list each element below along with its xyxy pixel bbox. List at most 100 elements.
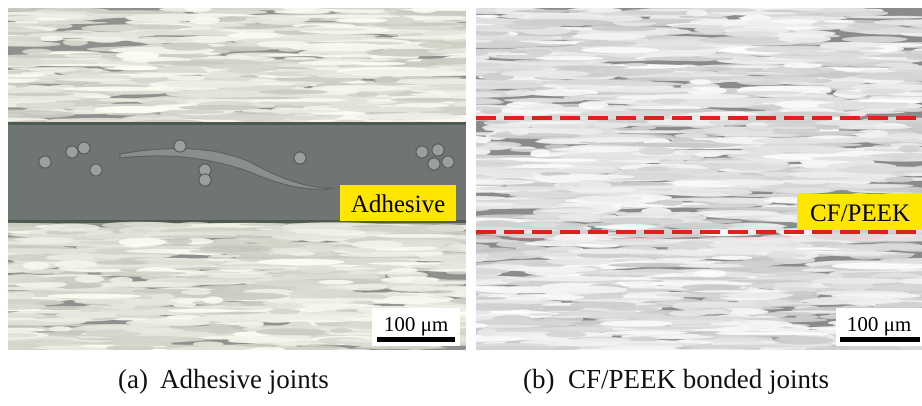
fiber	[256, 328, 326, 335]
fiber	[201, 72, 241, 78]
fiber	[139, 73, 213, 75]
fiber	[412, 6, 438, 13]
fiber	[767, 272, 829, 279]
fiber	[197, 345, 248, 352]
fiber	[328, 227, 360, 230]
fiber	[390, 98, 469, 102]
fiber	[338, 253, 416, 257]
fiber	[110, 277, 133, 283]
fiber	[542, 208, 613, 213]
fiber	[615, 212, 712, 217]
fiber	[706, 134, 800, 137]
fiber	[318, 280, 353, 285]
fiber	[639, 9, 706, 11]
fiber	[854, 130, 888, 138]
fiber	[516, 121, 584, 124]
micrographs: Adhesive CF/PEEK 100 μm 100 μm	[0, 0, 922, 360]
fiber	[728, 164, 771, 171]
fiber	[351, 241, 403, 249]
fiber	[216, 16, 246, 21]
caption-tag: (b)	[523, 364, 554, 394]
fiber	[46, 294, 141, 299]
scale-bar	[840, 337, 920, 342]
fiber	[613, 272, 666, 275]
fiber	[624, 63, 647, 67]
fiber	[239, 223, 283, 226]
fiber	[860, 88, 906, 93]
fiber	[203, 297, 223, 304]
fiber	[29, 67, 78, 72]
fiber	[576, 137, 654, 142]
fiber	[256, 41, 310, 48]
fiber	[816, 102, 911, 109]
fiber	[411, 93, 483, 97]
fiber	[673, 190, 726, 193]
fiber	[382, 350, 473, 353]
fiber	[207, 274, 272, 278]
fiber	[149, 235, 257, 238]
fiber	[181, 290, 211, 295]
fiber	[319, 7, 426, 10]
fiber	[0, 333, 38, 338]
fiber	[600, 321, 673, 327]
fiber	[584, 147, 621, 153]
fiber	[662, 223, 733, 229]
fiber	[289, 290, 364, 296]
fiber	[318, 87, 359, 95]
fiber	[163, 42, 212, 50]
fiber	[733, 91, 803, 95]
fiber	[899, 145, 919, 153]
fiber	[666, 325, 739, 328]
fiber	[580, 111, 637, 117]
fiber	[567, 248, 647, 254]
bubble	[90, 164, 102, 176]
fiber	[48, 85, 76, 88]
fiber	[530, 149, 550, 157]
fiber	[778, 35, 831, 42]
fiber	[278, 302, 304, 309]
fiber	[427, 49, 467, 54]
fiber	[587, 69, 674, 75]
fiber	[55, 260, 98, 268]
fiber	[0, 349, 36, 354]
fiber	[100, 349, 153, 353]
fiber	[38, 64, 131, 66]
caption-a: (a) Adhesive joints	[118, 364, 329, 395]
fiber	[81, 25, 140, 32]
fiber	[552, 65, 630, 69]
interface	[8, 122, 466, 125]
fiber	[812, 131, 865, 134]
fiber	[259, 20, 306, 25]
fiber	[525, 49, 553, 56]
fiber	[692, 328, 781, 331]
fiber	[500, 70, 590, 77]
fiber	[259, 28, 367, 31]
fiber	[351, 62, 405, 66]
fiber	[284, 57, 317, 59]
fiber	[330, 328, 352, 333]
fiber	[681, 284, 740, 290]
fiber	[672, 250, 716, 255]
fiber	[267, 298, 355, 304]
fiber	[205, 324, 232, 332]
fiber	[804, 346, 905, 354]
fiber	[603, 105, 629, 109]
scale-bar-text: 100 μm	[847, 312, 911, 336]
fiber	[126, 328, 184, 333]
fiber	[281, 347, 339, 352]
fiber	[446, 271, 471, 274]
fiber	[546, 257, 615, 265]
fiber	[530, 222, 559, 227]
fiber	[489, 133, 583, 139]
bubble	[39, 156, 51, 168]
fiber	[665, 197, 770, 201]
fiber	[248, 109, 344, 113]
fiber	[744, 46, 826, 52]
fiber	[338, 107, 444, 113]
fiber	[56, 312, 118, 319]
fiber	[116, 52, 159, 60]
fiber	[513, 10, 589, 13]
fiber	[152, 293, 175, 300]
fiber	[146, 61, 224, 65]
fiber	[576, 41, 637, 47]
